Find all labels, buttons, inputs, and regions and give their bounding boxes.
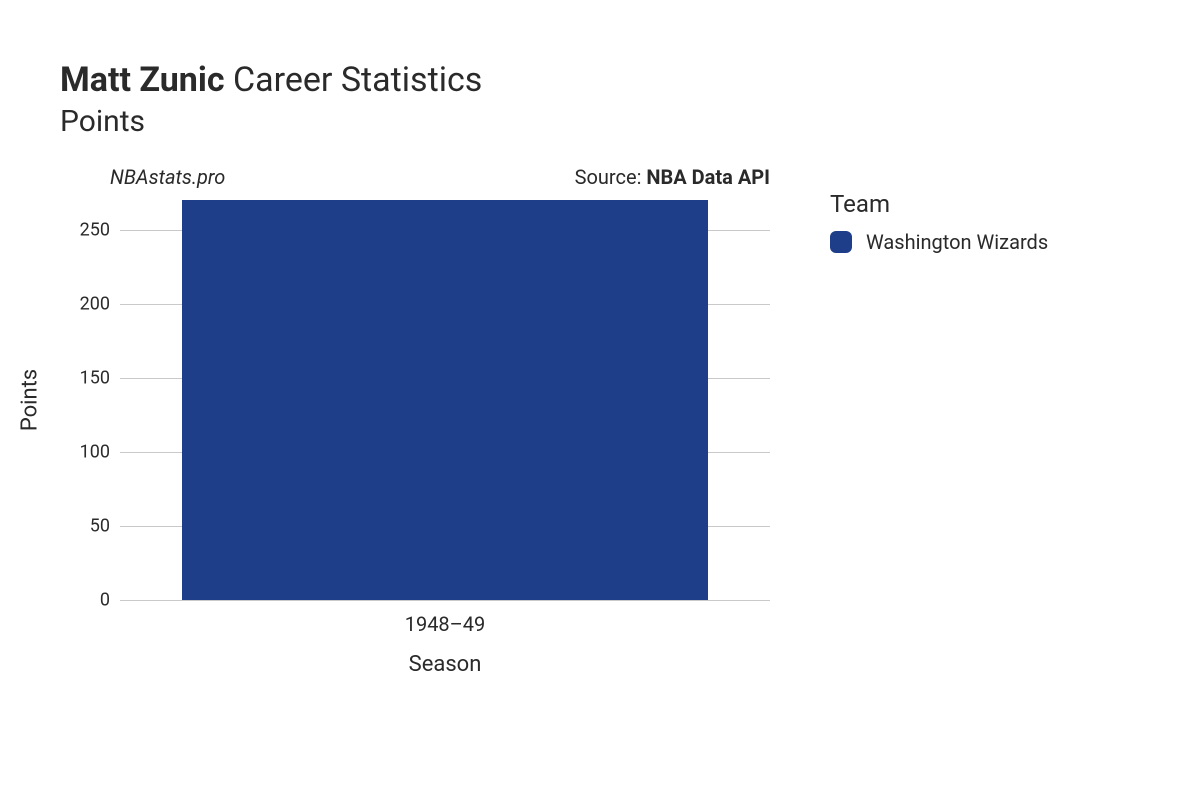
title-player-name: Matt Zunic: [60, 60, 225, 100]
y-tick-label: 0: [60, 590, 110, 611]
y-tick-label: 200: [60, 293, 110, 314]
watermark: NBAstats.pro: [110, 165, 225, 189]
legend-title: Team: [830, 190, 890, 218]
source-name: NBA Data API: [646, 165, 770, 189]
title-suffix: Career Statistics: [233, 60, 482, 100]
plot-area: [120, 200, 770, 600]
chart-title: Matt Zunic Career Statistics: [60, 60, 482, 100]
y-tick-label: 250: [60, 219, 110, 240]
source-prefix: Source:: [575, 165, 647, 189]
x-axis-title: Season: [409, 652, 482, 677]
y-axis-title: Points: [18, 369, 43, 431]
chart-subtitle: Points: [60, 104, 482, 139]
legend-label: Washington Wizards: [866, 230, 1048, 254]
grid-line: [120, 600, 770, 601]
y-tick-label: 50: [60, 515, 110, 536]
x-tick-label: 1948–49: [405, 612, 486, 636]
y-tick-label: 100: [60, 441, 110, 462]
bar: [182, 200, 709, 600]
chart-container: Matt Zunic Career Statistics Points NBAs…: [0, 0, 1200, 800]
title-block: Matt Zunic Career Statistics Points: [60, 60, 482, 139]
y-tick-label: 150: [60, 367, 110, 388]
legend-swatch: [830, 231, 852, 253]
legend-item: Washington Wizards: [830, 230, 1048, 254]
source-attribution: Source: NBA Data API: [575, 165, 770, 189]
